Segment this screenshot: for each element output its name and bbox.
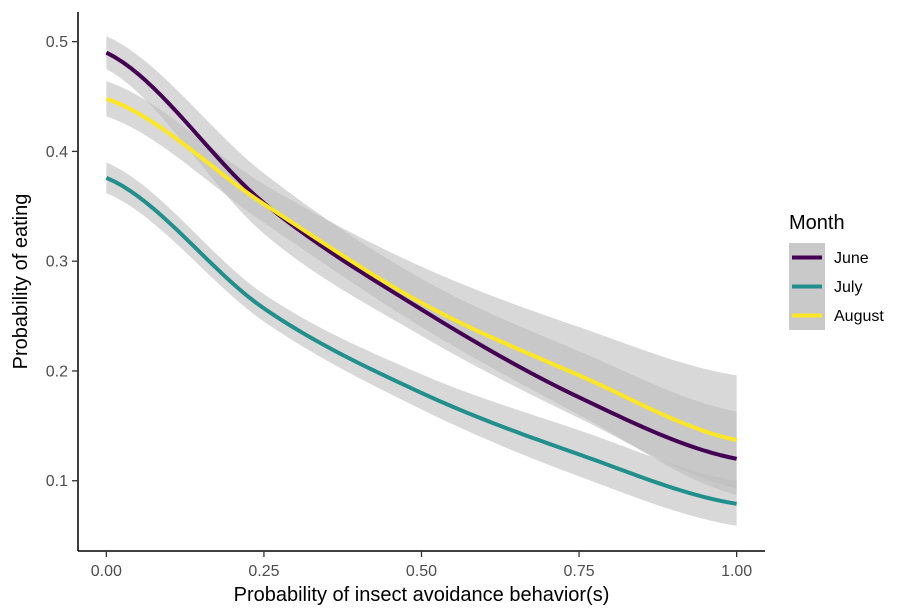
x-axis-title: Probability of insect avoidance behavior… — [234, 584, 610, 606]
series-lines — [105, 50, 738, 506]
y-tick-label: 0.2 — [46, 363, 68, 380]
x-axis-ticks: 0.00 0.25 0.50 0.75 1.00 — [91, 551, 752, 580]
series-line-june — [105, 50, 738, 461]
legend-label-july: July — [834, 279, 862, 296]
legend-items: June July August — [789, 243, 884, 330]
confidence-bands — [106, 36, 737, 526]
legend-label-june: June — [834, 250, 869, 267]
legend-title: Month — [789, 212, 845, 234]
confidence-band-august — [106, 81, 737, 496]
confidence-band-july — [106, 162, 737, 526]
legend-label-august: August — [834, 308, 884, 325]
y-tick-label: 0.1 — [46, 473, 68, 490]
x-tick-label: 1.00 — [721, 563, 752, 580]
y-tick-label: 0.5 — [46, 34, 68, 51]
y-axis-ticks: 0.1 0.2 0.3 0.4 0.5 — [46, 34, 78, 490]
x-tick-label: 0.50 — [406, 563, 437, 580]
series-line-july — [105, 175, 737, 506]
x-tick-label: 0.25 — [248, 563, 279, 580]
x-tick-label: 0.75 — [563, 563, 594, 580]
legend: Month June July August — [789, 212, 884, 330]
y-axis-title: Probability of eating — [10, 194, 32, 370]
y-tick-label: 0.4 — [46, 144, 68, 161]
y-tick-label: 0.3 — [46, 254, 68, 271]
x-tick-label: 0.00 — [91, 563, 122, 580]
series-line-august — [105, 96, 738, 443]
